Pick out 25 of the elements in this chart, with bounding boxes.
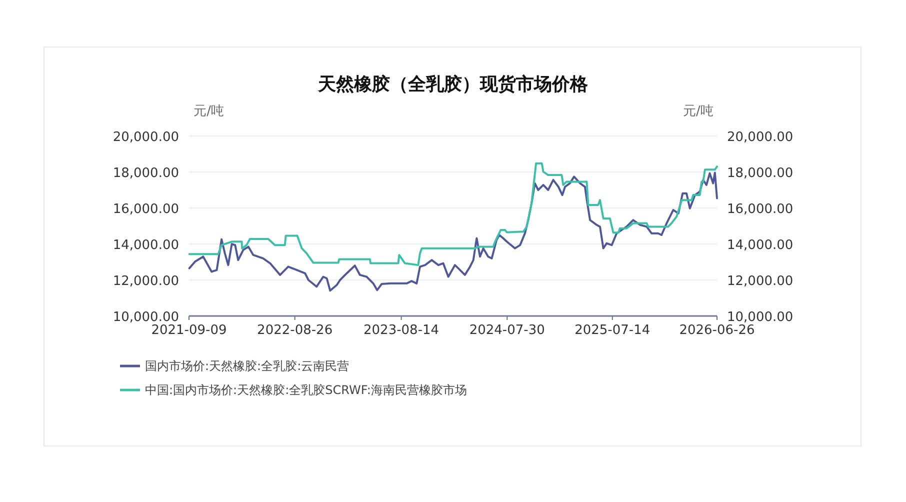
y2-tick-label: 20,000.00 bbox=[727, 130, 794, 145]
legend-label: 中国:国内市场价:天然橡胶:全乳胶SCRWF:海南民营橡胶市场 bbox=[145, 383, 467, 397]
y2-axis-title: 元/吨 bbox=[683, 104, 714, 119]
y-tick-label: 18,000.00 bbox=[112, 166, 179, 181]
legend-label: 国内市场价:天然橡胶:全乳胶:云南民营 bbox=[145, 359, 350, 373]
y-axis-title: 元/吨 bbox=[194, 104, 224, 119]
x-tick-label: 2022-08-26 bbox=[257, 323, 333, 338]
y2-tick-label: 10,000.00 bbox=[727, 310, 794, 325]
y-tick-label: 16,000.00 bbox=[112, 202, 179, 217]
y-tick-label: 20,000.00 bbox=[112, 130, 179, 145]
x-tick-label: 2023-08-14 bbox=[364, 323, 440, 338]
line-series bbox=[188, 162, 718, 266]
y-tick-label: 12,000.00 bbox=[112, 274, 179, 289]
chart-title: 天然橡胶（全乳胶）现货市场价格 bbox=[317, 74, 589, 95]
x-tick-label: 2021-09-09 bbox=[151, 323, 227, 338]
y2-tick-label: 12,000.00 bbox=[727, 274, 794, 289]
y2-tick-label: 16,000.00 bbox=[727, 202, 794, 217]
x-tick-label: 2024-07-30 bbox=[469, 323, 545, 338]
x-tick-label: 2025-07-14 bbox=[574, 323, 650, 338]
y-tick-label: 14,000.00 bbox=[112, 238, 179, 253]
y2-tick-label: 14,000.00 bbox=[727, 238, 794, 253]
x-tick-label: 2026-06-26 bbox=[679, 323, 755, 338]
y2-tick-label: 18,000.00 bbox=[727, 166, 794, 181]
line-series bbox=[188, 172, 718, 292]
y-tick-label: 10,000.00 bbox=[112, 310, 179, 325]
